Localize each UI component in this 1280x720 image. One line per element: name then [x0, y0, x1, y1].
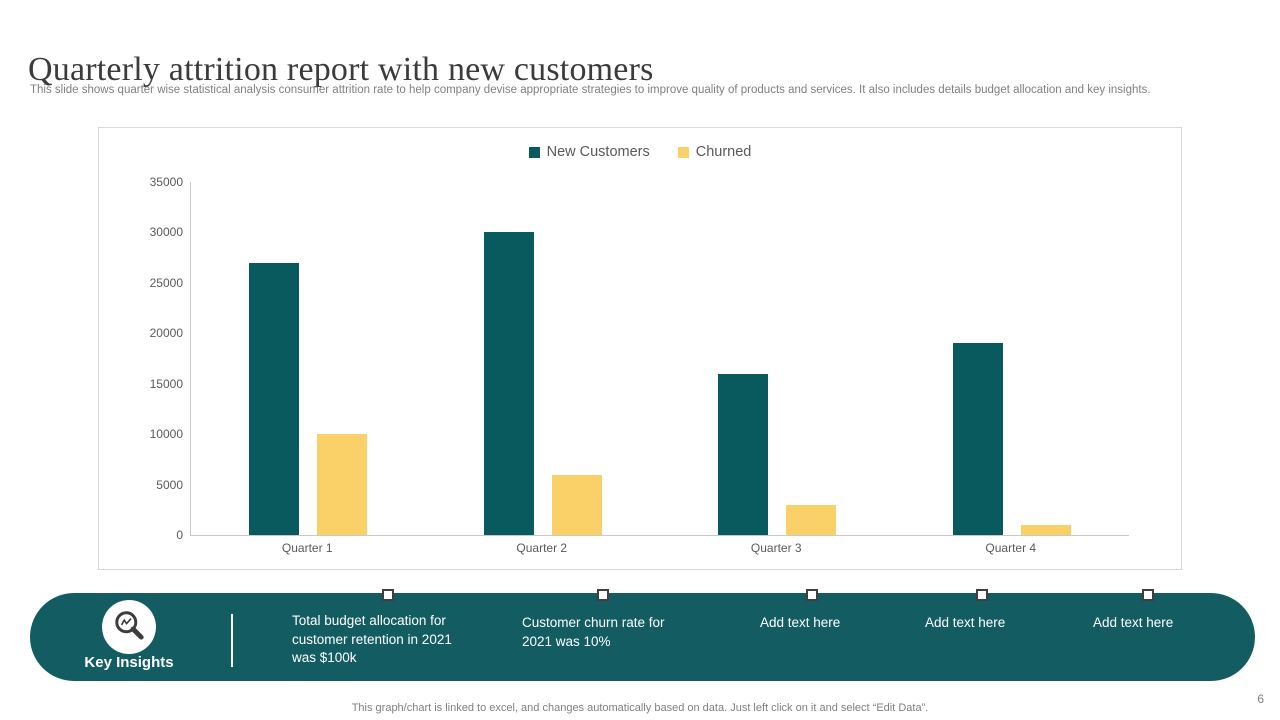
chart-card[interactable]: New Customers Churned 35000 30000 25000 2000…: [98, 127, 1182, 570]
legend-swatch: [528, 146, 540, 158]
bar-churned[interactable]: [786, 504, 837, 535]
chart-legend: New Customers Churned: [99, 144, 1181, 160]
y-axis-tick-label: 30000: [149, 225, 183, 240]
bar-new-customers[interactable]: [483, 232, 534, 535]
x-axis-labels: Quarter 1 Quarter 2 Quarter 3 Quarter 4: [190, 541, 1128, 555]
y-axis-tick-label: 15000: [149, 376, 183, 391]
insight-text[interactable]: Total budget allocation for customer ret…: [292, 613, 452, 666]
bar-group: [426, 182, 661, 535]
x-axis-tick-label: Quarter 3: [750, 541, 802, 555]
bar-churned[interactable]: [1020, 524, 1071, 535]
selection-handle[interactable]: [976, 589, 988, 601]
bar-new-customers[interactable]: [249, 262, 300, 535]
insight-text[interactable]: Add text here: [925, 615, 1006, 630]
bar-new-customers[interactable]: [952, 343, 1003, 535]
insight-text[interactable]: Customer churn rate for 2021 was 10%: [522, 615, 665, 649]
insights-divider: [231, 614, 233, 667]
y-axis-tick-label: 35000: [149, 175, 183, 189]
bar-group: [660, 182, 895, 535]
bar-new-customers[interactable]: [718, 373, 769, 535]
x-axis-tick-label: Quarter 2: [516, 541, 568, 555]
selection-handle[interactable]: [1142, 589, 1154, 601]
page-subtitle: This slide shows quarter wise statistica…: [30, 84, 1151, 96]
x-axis-tick-label: Quarter 4: [985, 541, 1037, 555]
plot-area: [190, 182, 1129, 536]
selection-handle[interactable]: [382, 589, 394, 601]
y-axis-tick-label: 25000: [149, 275, 183, 290]
insight-text[interactable]: Add text here: [1093, 615, 1174, 630]
page-number: 6: [1257, 692, 1264, 706]
magnifier-chart-icon: [102, 600, 156, 654]
legend-item: New Customers: [528, 144, 650, 160]
insight-text[interactable]: Add text here: [760, 615, 841, 630]
y-axis-tick-label: 5000: [156, 477, 183, 492]
legend-label: New Customers: [546, 144, 650, 160]
legend-swatch: [677, 146, 689, 158]
bar-churned[interactable]: [317, 434, 368, 535]
y-axis-tick-label: 20000: [149, 326, 183, 341]
bar-churned[interactable]: [551, 474, 602, 535]
bar-group: [895, 182, 1130, 535]
y-axis-tick-label: 10000: [149, 427, 183, 442]
legend-item: Churned: [677, 144, 752, 160]
y-axis-labels: 35000 30000 25000 20000 15000 10000 5000 0: [99, 175, 183, 542]
selection-handle[interactable]: [597, 589, 609, 601]
legend-label: Churned: [695, 144, 752, 160]
x-axis-tick-label: Quarter 1: [281, 541, 333, 555]
selection-handle[interactable]: [806, 589, 818, 601]
key-insights-banner: [30, 593, 1255, 681]
key-insights-label: Key Insights: [84, 654, 174, 671]
y-axis-tick-label: 0: [176, 528, 183, 542]
bar-group: [191, 182, 426, 535]
page-title: Quarterly attrition report with new cust…: [28, 50, 654, 88]
footer-note: This graph/chart is linked to excel, and…: [351, 702, 929, 714]
